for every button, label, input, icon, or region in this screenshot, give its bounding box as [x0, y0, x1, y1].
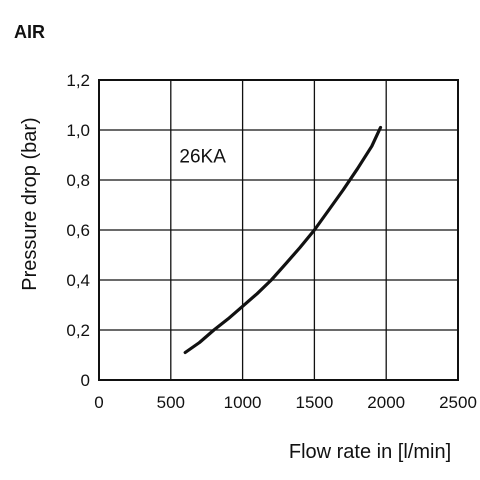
chart-title: AIR: [14, 22, 45, 42]
plot-frame: [98, 79, 459, 381]
y-tick-label: 1,0: [66, 121, 90, 140]
series-line: [183, 125, 383, 355]
y-tick-label: 0,4: [66, 271, 90, 290]
grid: [98, 79, 459, 381]
y-axis-label: Pressure drop (bar): [19, 117, 41, 290]
x-tick-labels: 0 500 1000 1500 2000 2500: [94, 393, 477, 412]
x-tick-label: 2500: [439, 393, 477, 412]
series-label: 26KA: [179, 147, 226, 168]
y-tick-label: 0,2: [66, 321, 90, 340]
x-axis-label: Flow rate in [l/min]: [289, 441, 451, 463]
x-tick-label: 1000: [224, 393, 262, 412]
y-tick-label: 1,2: [66, 71, 90, 90]
x-tick-label: 2000: [367, 393, 405, 412]
x-tick-label: 1500: [295, 393, 333, 412]
x-tick-label: 0: [94, 393, 103, 412]
series-group: 26KA: [179, 125, 383, 355]
y-tick-label: 0: [81, 371, 90, 390]
y-tick-label: 0,6: [66, 221, 90, 240]
y-tick-label: 0,8: [66, 171, 90, 190]
y-tick-labels: 0 0,2 0,4 0,6 0,8 1,0 1,2: [66, 71, 90, 390]
x-tick-label: 500: [157, 393, 185, 412]
